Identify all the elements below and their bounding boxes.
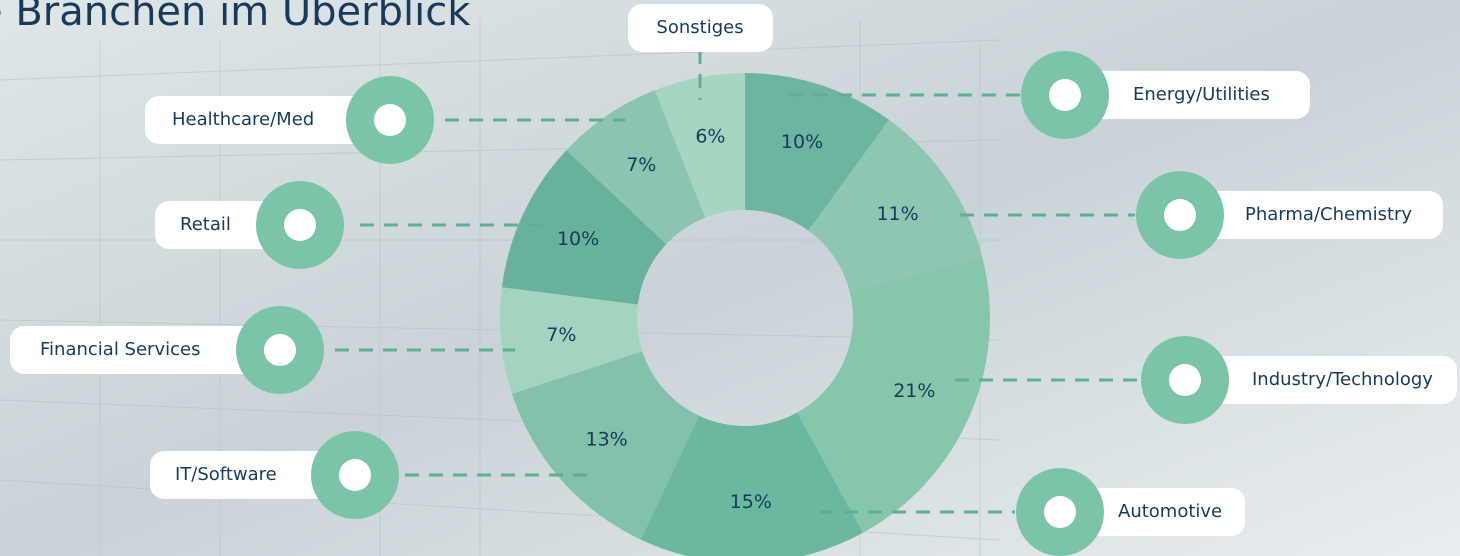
category-label: IT/Software [175,464,277,485]
value-label: 13% [585,429,627,451]
icon-glyph [374,104,406,136]
chart: e Branchen im Überblick 10% 11% 21% 15% 13% 7… [0,0,1460,556]
icon-glyph [339,459,371,491]
chart-title: e Branchen im Überblick [0,0,471,35]
value-label: 21% [893,380,935,402]
icon-glyph [1049,79,1081,111]
icon-glyph [264,334,296,366]
value-label: 10% [557,228,599,250]
value-label: 6% [695,125,725,147]
value-label: 15% [730,491,772,513]
value-label: 10% [781,131,823,153]
category-label: Retail [180,214,231,235]
icon-glyph [1169,364,1201,396]
icon-glyph [1044,496,1076,528]
value-label: 7% [546,324,576,346]
category-label: Energy/Utilities [1133,84,1270,105]
value-label: 11% [876,203,918,225]
category-label: Pharma/Chemistry [1245,204,1412,225]
category-label: Healthcare/Med [172,109,314,130]
icon-glyph [1164,199,1196,231]
icon-glyph [284,209,316,241]
category-label: Financial Services [40,339,200,360]
category-label: Automotive [1118,501,1222,522]
value-label: 7% [626,154,656,176]
category-label: Industry/Technology [1252,369,1433,390]
category-label: Sonstiges [656,17,743,38]
